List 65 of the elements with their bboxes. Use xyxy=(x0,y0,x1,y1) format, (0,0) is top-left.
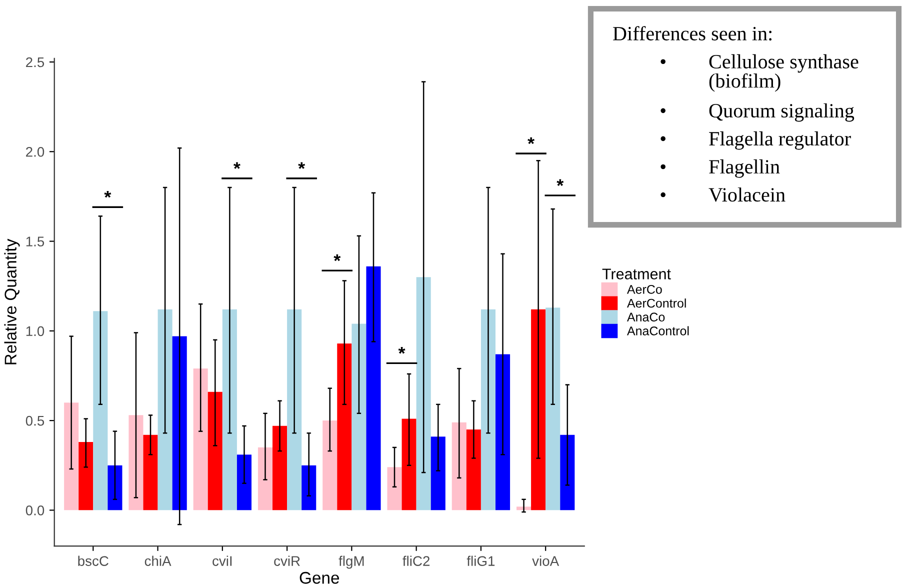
bar xyxy=(546,308,560,510)
bar xyxy=(337,343,352,510)
bar xyxy=(128,415,144,510)
text: • Quorum signaling xyxy=(660,103,854,122)
y-tick-label: 2.5 xyxy=(26,57,44,68)
bar xyxy=(78,442,94,510)
annotation: * xyxy=(334,254,341,262)
annotation: * xyxy=(556,179,564,186)
x-tick-label: flgM xyxy=(338,556,364,569)
x-tick-label: bscC xyxy=(78,556,108,566)
text: • Cellulose synthase (biofilm) xyxy=(660,54,858,92)
bar xyxy=(236,454,252,510)
annotation: * xyxy=(528,137,535,144)
legend-label: AnaControl xyxy=(626,326,689,336)
bar xyxy=(387,467,402,510)
x-tick-label: fliG1 xyxy=(466,556,495,566)
bar xyxy=(64,402,79,510)
text: • Flagella regulator xyxy=(660,131,851,150)
x-tick-label: vioA xyxy=(532,556,560,566)
bar xyxy=(302,465,316,510)
bar xyxy=(158,309,172,510)
bar xyxy=(531,309,546,510)
bar xyxy=(93,311,108,510)
annotation: * xyxy=(233,162,240,169)
bar xyxy=(287,309,302,510)
y-axis-title: Relative Quantity xyxy=(4,238,20,364)
bar xyxy=(172,336,187,510)
text: • Violacein xyxy=(660,187,786,202)
y-tick-label: 0.5 xyxy=(26,416,44,426)
text: Differences seen in: xyxy=(613,26,772,41)
bar xyxy=(560,434,575,510)
y-tick-label: 1.0 xyxy=(26,326,44,336)
x-tick-label: cviI xyxy=(212,556,232,566)
bar xyxy=(452,422,466,510)
bar xyxy=(402,418,416,510)
bar xyxy=(466,430,481,510)
y-tick-label: 2.0 xyxy=(26,146,44,157)
bar xyxy=(108,465,122,510)
y-tick-label: 1.5 xyxy=(26,236,44,246)
bar xyxy=(193,368,208,510)
bar xyxy=(143,434,158,510)
bar xyxy=(430,436,446,510)
bar xyxy=(495,354,510,510)
bar xyxy=(416,277,431,510)
annotation: * xyxy=(298,162,306,169)
annotation: * xyxy=(398,347,406,354)
legend-label: AnaCo xyxy=(626,312,665,322)
x-tick-label: chiA xyxy=(144,556,172,566)
bar xyxy=(272,426,288,510)
bar xyxy=(352,324,366,510)
bar xyxy=(258,447,273,510)
bar xyxy=(322,420,338,510)
legend-label: AerCo xyxy=(626,284,662,294)
annotation: * xyxy=(104,190,112,198)
x-tick-label: fliC2 xyxy=(402,556,430,566)
text: • Flagellin xyxy=(660,159,780,178)
bar xyxy=(208,392,222,510)
bar xyxy=(366,266,381,510)
bar xyxy=(480,309,496,510)
legend-title: Treatment xyxy=(602,268,671,280)
y-tick-label: 0.0 xyxy=(26,506,44,516)
x-tick-label: cviR xyxy=(274,556,300,566)
legend-label: AerControl xyxy=(626,298,686,308)
bar xyxy=(222,309,237,510)
x-axis-title: Gene xyxy=(300,572,340,584)
